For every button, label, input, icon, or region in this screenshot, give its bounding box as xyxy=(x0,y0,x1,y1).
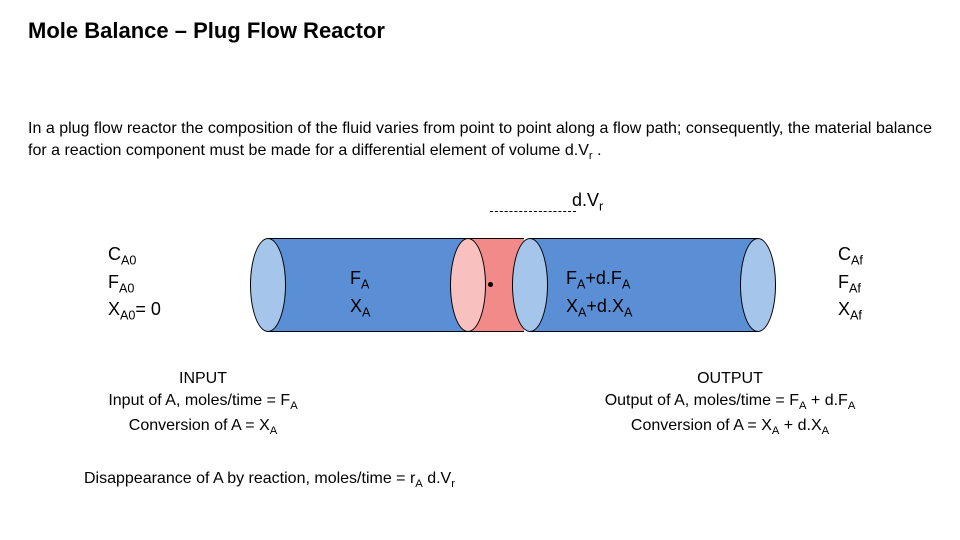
outlet-conversion: XAf xyxy=(838,297,863,325)
reactor-segment-right xyxy=(530,238,758,332)
outlet-flowrate: FAf xyxy=(838,270,863,298)
input-flow-eq: Input of A, moles/time = FA xyxy=(68,390,338,415)
inlet-concentration: CA0 xyxy=(108,242,161,270)
cap-ellipse xyxy=(250,238,286,332)
dvr-label: d.Vr xyxy=(572,190,603,214)
output-definition-block: OUTPUT Output of A, moles/time = FA + d.… xyxy=(560,368,900,440)
dvr-leader-line xyxy=(490,211,576,212)
reactor-diagram xyxy=(250,238,790,332)
intro-paragraph: In a plug flow reactor the composition o… xyxy=(28,118,932,164)
disappearance-eq: Disappearance of A by reaction, moles/ti… xyxy=(84,470,455,490)
inlet-conversion: XA0= 0 xyxy=(108,297,161,325)
xa-out: XA+d.XA xyxy=(566,294,632,322)
input-heading: INPUT xyxy=(68,368,338,390)
cap-ellipse xyxy=(450,238,486,332)
output-flow-eq: Output of A, moles/time = FA + d.FA xyxy=(560,390,900,415)
mid-labels-out: FA+d.FA XA+d.XA xyxy=(566,266,632,321)
fa-out: FA+d.FA xyxy=(566,266,632,294)
input-definition-block: INPUT Input of A, moles/time = FA Conver… xyxy=(68,368,338,440)
output-conversion-eq: Conversion of A = XA + d.XA xyxy=(560,415,900,440)
center-dot-icon xyxy=(488,282,493,287)
cap-ellipse xyxy=(740,238,776,332)
inlet-flowrate: FA0 xyxy=(108,270,161,298)
fa-in: FA xyxy=(350,266,370,294)
output-heading: OUTPUT xyxy=(560,368,900,390)
inlet-labels: CA0 FA0 XA0= 0 xyxy=(108,242,161,325)
xa-in: XA xyxy=(350,294,370,322)
cap-ellipse xyxy=(512,238,548,332)
outlet-concentration: CAf xyxy=(838,242,863,270)
input-conversion-eq: Conversion of A = XA xyxy=(68,415,338,440)
page-title: Mole Balance – Plug Flow Reactor xyxy=(28,18,385,44)
outlet-labels: CAf FAf XAf xyxy=(838,242,863,325)
mid-labels-in: FA XA xyxy=(350,266,370,321)
